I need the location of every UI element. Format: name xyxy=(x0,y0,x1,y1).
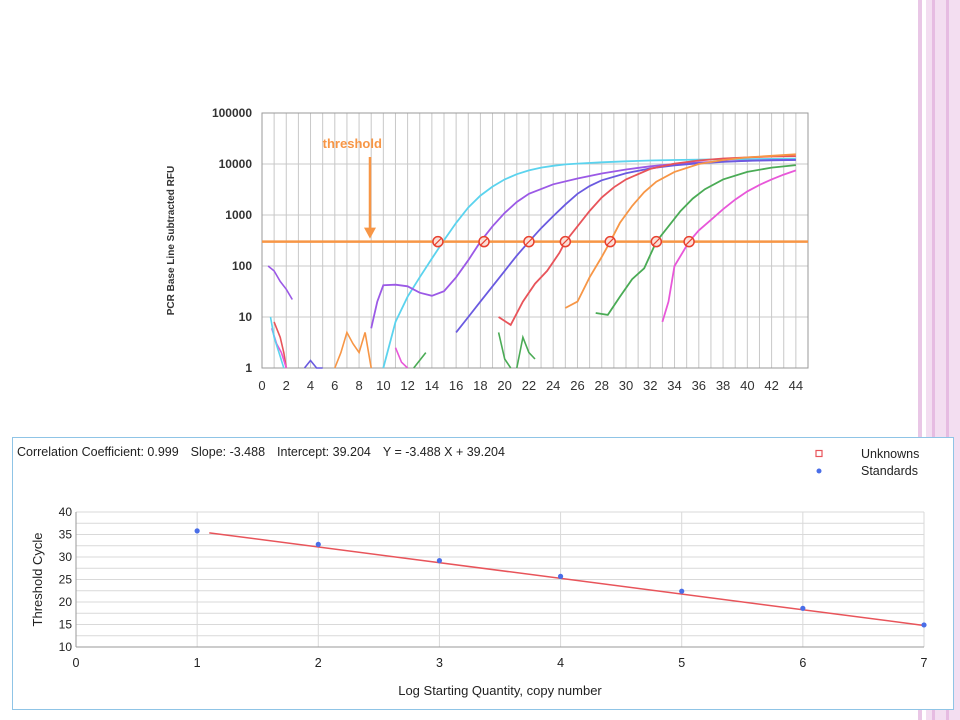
std-y-axis-label: Threshold Cycle xyxy=(30,533,45,627)
std-xtick-label: 4 xyxy=(557,656,564,670)
amp-xtick-label: 14 xyxy=(425,378,439,393)
amp-xtick-label: 18 xyxy=(473,378,487,393)
amp-series-line xyxy=(564,153,796,309)
legend-marker-unknowns xyxy=(815,449,823,458)
std-ytick-label: 15 xyxy=(59,618,73,632)
amp-xtick-label: 12 xyxy=(400,378,414,393)
amp-ytick-label: 1000 xyxy=(225,208,252,222)
amp-noise-trace xyxy=(269,316,285,369)
std-ytick-label: 40 xyxy=(59,505,73,519)
amp-series-line xyxy=(455,159,796,333)
threshold-crossing-slash xyxy=(434,237,442,246)
std-ytick-label: 35 xyxy=(59,528,73,542)
std-gridlines xyxy=(76,511,925,648)
threshold-label: threshold xyxy=(323,136,382,151)
amp-xtick-label: 32 xyxy=(643,378,657,393)
amp-noise-trace xyxy=(394,347,409,369)
decorative-stripe xyxy=(932,0,935,720)
legend-label: Unknowns xyxy=(861,447,919,461)
threshold-crossing-slash xyxy=(606,237,615,246)
amp-xtick-label: 8 xyxy=(355,378,362,393)
std-standard-point xyxy=(800,605,806,611)
std-xtick-label: 0 xyxy=(73,656,80,670)
amp-xtick-label: 22 xyxy=(522,378,536,393)
legend-label: Standards xyxy=(861,464,918,478)
amp-ytick-label: 100000 xyxy=(212,106,252,120)
amp-y-axis-label: PCR Base Line Subtracted RFU xyxy=(166,166,177,315)
amp-xtick-label: 42 xyxy=(764,378,778,393)
amp-ytick-label: 10000 xyxy=(219,157,253,171)
standard-curve-chart: Correlation Coefficient: 0.999 Slope: -3.… xyxy=(17,445,928,698)
amp-ytick-label: 10 xyxy=(239,310,253,324)
std-x-axis-label: Log Starting Quantity, copy number xyxy=(398,683,602,698)
amp-xtick-label: 30 xyxy=(619,378,633,393)
legend-marker-standards xyxy=(816,468,822,474)
threshold-crossing-slash xyxy=(480,237,488,246)
threshold-crossing-slash xyxy=(685,237,694,246)
std-standard-point xyxy=(921,622,927,628)
amp-noise-trace xyxy=(497,332,512,369)
amp-xtick-label: 44 xyxy=(789,378,803,393)
amp-noise-trace xyxy=(334,330,366,369)
summary-correlation: Correlation Coefficient: 0.999 xyxy=(17,445,179,459)
amp-xtick-label: 24 xyxy=(546,378,560,393)
std-xtick-label: 1 xyxy=(194,656,201,670)
amp-noise-trace xyxy=(303,359,323,369)
amp-noise-trace xyxy=(516,334,536,369)
amp-xtick-label: 6 xyxy=(331,378,338,393)
threshold-crossing-slash xyxy=(525,237,533,246)
amp-xtick-label: 10 xyxy=(376,378,390,393)
summary-equation: Y = -3.488 X + 39.204 xyxy=(383,445,505,459)
threshold-crossing-slash xyxy=(561,237,570,246)
amp-noise-trace xyxy=(364,332,372,369)
amp-xtick-label: 28 xyxy=(594,378,608,393)
amp-series-line xyxy=(382,157,796,369)
amp-xtick-label: 34 xyxy=(667,378,681,393)
amp-ytick-label: 100 xyxy=(232,259,252,273)
threshold-arrow-head xyxy=(363,227,376,239)
amp-noise-trace xyxy=(413,352,427,369)
std-xtick-label: 7 xyxy=(921,656,928,670)
amp-noise-trace xyxy=(267,265,293,300)
amp-xtick-label: 36 xyxy=(692,378,706,393)
std-xtick-label: 6 xyxy=(799,656,806,670)
std-standard-point xyxy=(194,528,200,534)
std-ytick-label: 30 xyxy=(59,550,73,564)
amp-series-line xyxy=(661,169,797,323)
amp-xtick-label: 40 xyxy=(740,378,754,393)
decorative-stripe xyxy=(946,0,949,720)
amp-xtick-label: 20 xyxy=(497,378,511,393)
std-standard-point xyxy=(315,541,321,547)
summary-slope: Slope: -3.488 xyxy=(191,445,265,459)
amp-xtick-label: 38 xyxy=(716,378,730,393)
std-xtick-label: 2 xyxy=(315,656,322,670)
std-fit-line xyxy=(209,532,925,627)
std-ytick-label: 10 xyxy=(59,640,73,654)
std-xtick-label: 3 xyxy=(436,656,443,670)
amp-ytick-label: 1 xyxy=(245,361,252,375)
std-standard-point xyxy=(436,558,443,564)
amp-series-line xyxy=(595,164,796,316)
amp-xtick-label: 0 xyxy=(258,378,265,393)
summary-intercept: Intercept: 39.204 xyxy=(277,445,371,459)
amp-noise-trace xyxy=(273,321,288,369)
std-ytick-label: 25 xyxy=(59,573,73,587)
std-standard-point xyxy=(679,588,685,594)
decorative-stripe xyxy=(918,0,922,720)
standard-curve-panel: Correlation Coefficient: 0.999 Slope: -3.… xyxy=(12,437,954,710)
threshold-crossing-slash xyxy=(652,237,661,246)
amp-xtick-label: 16 xyxy=(449,378,463,393)
amp-series-line xyxy=(498,155,796,327)
std-ytick-label: 20 xyxy=(59,595,73,609)
std-standard-point xyxy=(557,573,564,579)
std-xtick-label: 5 xyxy=(678,656,685,670)
amp-xtick-label: 4 xyxy=(307,378,314,393)
amp-xtick-label: 2 xyxy=(283,378,290,393)
amp-xtick-label: 26 xyxy=(570,378,584,393)
